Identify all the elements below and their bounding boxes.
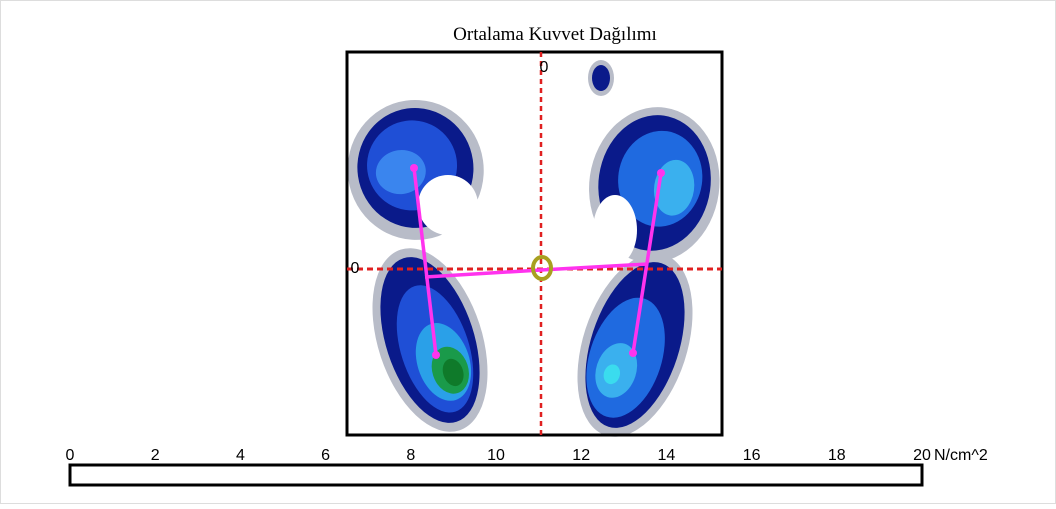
scale-tick-label: 18 xyxy=(828,447,846,464)
color-scale xyxy=(70,465,922,485)
scale-tick-label: 2 xyxy=(151,447,160,464)
axis-label: 0 xyxy=(351,260,360,277)
axis-label: 0 xyxy=(540,59,549,76)
scale-tick-label: 4 xyxy=(236,447,245,464)
scale-tick-label: 10 xyxy=(487,447,505,464)
scale-tick-label: 0 xyxy=(66,447,75,464)
scale-unit: N/cm^2 xyxy=(934,447,988,464)
scale-tick-label: 6 xyxy=(321,447,330,464)
title: Ortalama Kuvvet Dağılımı xyxy=(453,24,657,45)
scale-tick-label: 8 xyxy=(406,447,415,464)
scale-tick-label: 16 xyxy=(743,447,761,464)
frame xyxy=(1,1,1056,504)
scale-tick-label: 20 xyxy=(913,447,931,464)
scale-tick-label: 12 xyxy=(572,447,590,464)
page: Ortalama Kuvvet Dağılımı xyxy=(0,0,1056,504)
scale-tick-label: 14 xyxy=(658,447,676,464)
